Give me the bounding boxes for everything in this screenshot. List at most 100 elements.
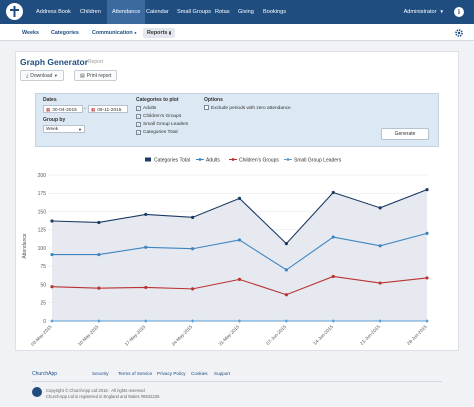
print-button[interactable]: ▤ Print report bbox=[74, 70, 118, 81]
tab-communication[interactable]: Communication ● bbox=[88, 28, 141, 38]
data-point-small-group-leaders bbox=[50, 319, 54, 323]
y-tick-label: 25 bbox=[40, 301, 46, 307]
info-icon[interactable]: i bbox=[454, 7, 464, 17]
checkbox-adults-label: Adults bbox=[143, 106, 157, 111]
download-icon: ⤓ bbox=[26, 73, 29, 79]
nav-rotas[interactable]: Rotas bbox=[215, 9, 230, 15]
data-point-children-s-groups bbox=[191, 287, 195, 291]
x-tick-label: 21-Jun-2015 bbox=[359, 324, 381, 346]
checkbox-categories-total[interactable]: ✓ Categories Total bbox=[136, 129, 178, 136]
data-point-adults bbox=[191, 247, 195, 251]
data-point-categories-total bbox=[425, 188, 429, 192]
data-point-small-group-leaders bbox=[190, 319, 195, 323]
churchapp-logo-icon[interactable] bbox=[6, 3, 23, 20]
y-tick-label: 150 bbox=[38, 209, 47, 215]
data-point-small-group-leaders bbox=[331, 319, 336, 323]
footer-link-cookies[interactable]: Cookies bbox=[191, 371, 208, 376]
tab-reports[interactable]: Reports ▮ bbox=[143, 28, 176, 38]
date-separator: - bbox=[84, 106, 86, 112]
top-navbar: Address Book Children Attendance Calenda… bbox=[0, 0, 474, 24]
checkbox-checked-icon: ✓ bbox=[136, 130, 141, 135]
checkbox-small-group-leaders-label: Small Group Leaders bbox=[143, 122, 189, 127]
tab-categories[interactable]: Categories bbox=[51, 30, 79, 36]
data-point-small-group-leaders bbox=[97, 319, 101, 323]
print-label: Print report bbox=[86, 73, 112, 79]
date-to-field[interactable]: ▦ 09-11-2015 bbox=[88, 105, 128, 113]
data-point-children-s-groups bbox=[97, 286, 101, 290]
user-menu[interactable]: Administrator ▼ bbox=[404, 0, 444, 24]
date-from-field[interactable]: ▦ 30-04-2015 bbox=[43, 105, 83, 113]
legend-label-adults: Adults bbox=[206, 157, 220, 163]
download-button[interactable]: ⤓ Download ▼ bbox=[20, 70, 64, 81]
nav-bookings[interactable]: Bookings bbox=[263, 9, 287, 15]
date-from-value: 30-04-2015 bbox=[52, 108, 77, 113]
footer-link-security[interactable]: Security bbox=[92, 371, 109, 376]
nav-giving[interactable]: Giving bbox=[238, 9, 254, 15]
y-tick-label: 200 bbox=[38, 173, 47, 179]
data-point-adults bbox=[425, 231, 429, 235]
group-by-label: Group by bbox=[43, 117, 66, 123]
data-point-categories-total bbox=[97, 220, 101, 225]
data-point-adults bbox=[97, 252, 101, 257]
gear-icon[interactable] bbox=[454, 28, 464, 38]
download-label: Download bbox=[30, 73, 53, 79]
print-icon: ▤ bbox=[80, 73, 85, 79]
date-to-value: 09-11-2015 bbox=[97, 108, 122, 113]
x-tick-label: 07-Jun-2015 bbox=[265, 324, 287, 346]
group-by-select[interactable]: Week ▼ bbox=[43, 125, 85, 133]
nav-children[interactable]: Children bbox=[80, 9, 101, 15]
x-tick-label: 14-Jun-2015 bbox=[312, 324, 334, 346]
nav-attendance[interactable]: Attendance bbox=[107, 0, 146, 24]
legend-marker-adults bbox=[198, 158, 202, 161]
footer-brand[interactable]: ChurchApp bbox=[32, 371, 58, 377]
x-axis-ticks: 03-May-2015 10-May-2015 17-May-2015 24-May-… bbox=[30, 324, 428, 347]
nav-address-book[interactable]: Address Book bbox=[36, 9, 71, 15]
y-tick-label: 75 bbox=[40, 264, 46, 270]
total-area-fill bbox=[52, 189, 427, 321]
y-tick-label: 0 bbox=[43, 319, 46, 325]
legend-marker-children-s-groups bbox=[231, 158, 235, 161]
data-point-adults bbox=[284, 268, 288, 272]
chevron-down-icon: ▼ bbox=[439, 9, 444, 14]
chevron-down-icon: ▼ bbox=[53, 73, 58, 78]
footer-link-support[interactable]: Support bbox=[214, 371, 231, 376]
checkbox-exclude-zero[interactable]: Exclude periods with zero attendance bbox=[204, 105, 291, 112]
footer-link-privacy[interactable]: Privacy Policy bbox=[157, 371, 186, 376]
data-point-children-s-groups bbox=[284, 293, 288, 297]
tab-reports-label: Reports bbox=[147, 30, 168, 36]
checkbox-unchecked-icon bbox=[204, 105, 209, 110]
checkbox-exclude-zero-label: Exclude periods with zero attendance bbox=[211, 106, 291, 111]
tab-communication-label: Communication bbox=[92, 30, 133, 36]
footer-link-terms[interactable]: Terms of Service bbox=[118, 371, 153, 376]
checkbox-small-group-leaders[interactable]: ✓ Small Group Leaders bbox=[136, 121, 188, 128]
x-tick-label: 10-May-2015 bbox=[77, 324, 100, 347]
data-point-categories-total bbox=[284, 242, 288, 246]
group-by-value: Week bbox=[46, 127, 59, 132]
y-tick-label: 125 bbox=[38, 228, 47, 234]
data-point-children-s-groups bbox=[144, 285, 148, 290]
nav-calendar[interactable]: Calendar bbox=[146, 9, 169, 15]
legend-label-children-s-groups: Children's Groups bbox=[239, 157, 279, 163]
data-point-children-s-groups bbox=[378, 281, 382, 285]
data-point-adults bbox=[50, 252, 54, 257]
options-panel bbox=[35, 93, 439, 147]
data-point-small-group-leaders bbox=[237, 319, 242, 323]
nav-small-groups[interactable]: Small Groups bbox=[177, 9, 211, 15]
generate-button[interactable]: Generate bbox=[381, 128, 429, 140]
chevron-down-icon: ▼ bbox=[78, 127, 82, 132]
tab-weeks[interactable]: Weeks bbox=[22, 30, 39, 36]
checkbox-childrens-groups[interactable]: ✓ Children's Groups bbox=[136, 113, 181, 120]
footer-divider bbox=[32, 381, 442, 382]
data-point-categories-total bbox=[331, 190, 335, 195]
y-tick-label: 50 bbox=[40, 282, 46, 288]
x-tick-label: 03-May-2015 bbox=[30, 324, 53, 347]
footer-copyright: Copyright © ChurchApp Ltd 2015 · All rig… bbox=[46, 388, 145, 393]
legend-marker-small-group-leaders bbox=[286, 158, 290, 161]
page-subtitle: Report bbox=[88, 59, 104, 65]
checkbox-adults[interactable]: ✓ Adults bbox=[136, 105, 156, 112]
data-point-categories-total bbox=[50, 219, 54, 223]
sub-navbar: Weeks Categories Communication ● Reports… bbox=[0, 24, 474, 41]
legend-swatch-categories-total bbox=[145, 157, 151, 162]
data-point-categories-total bbox=[237, 196, 242, 200]
data-point-adults bbox=[331, 235, 335, 239]
